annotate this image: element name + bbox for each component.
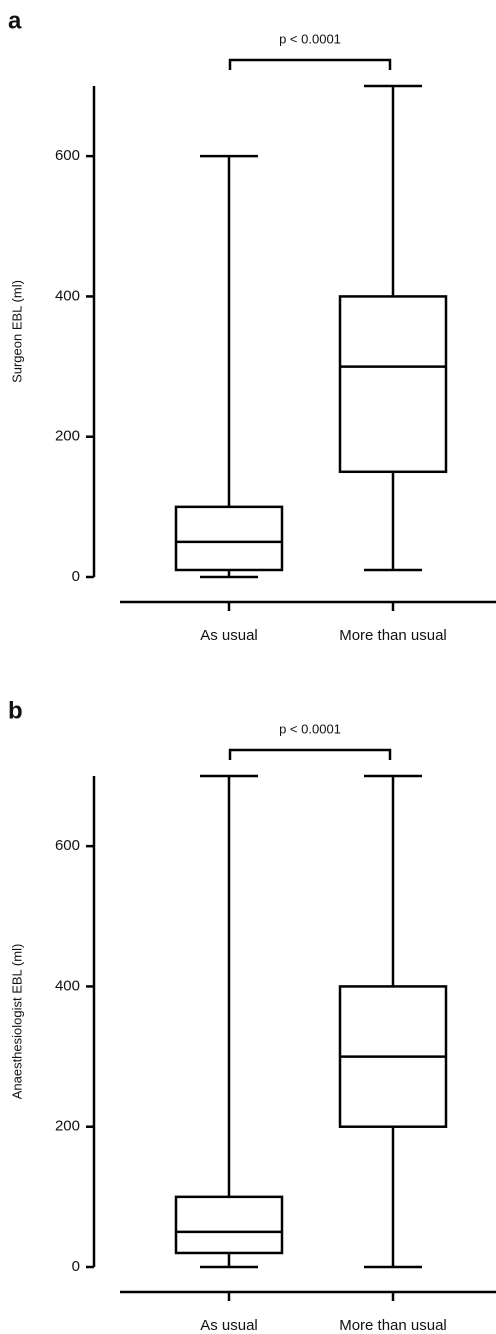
x-tick-label: More than usual [339, 627, 447, 644]
x-tick-label: More than usual [339, 1317, 447, 1334]
annotation: p < 0.0001 [279, 31, 341, 46]
x-tick-label: As usual [200, 1317, 258, 1334]
y-axis-label: Surgeon EBL (ml) [9, 280, 24, 383]
significance-bracket [228, 748, 392, 760]
y-tick-label: 400 [55, 977, 80, 994]
box [338, 295, 448, 474]
y-tick-label: 400 [55, 287, 80, 304]
y-tick-label: 200 [55, 428, 80, 445]
y-tick-label: 200 [55, 1118, 80, 1135]
box [174, 1195, 284, 1255]
y-tick-label: 600 [55, 147, 80, 164]
x-tick-label: As usual [200, 627, 258, 644]
y-tick-label: 600 [55, 837, 80, 854]
y-tick-label: 0 [72, 568, 80, 585]
significance-bracket [228, 58, 392, 70]
annotation: p < 0.0001 [279, 721, 341, 736]
panel-label: a [8, 7, 22, 34]
y-tick-label: 0 [72, 1258, 80, 1275]
box [174, 505, 284, 572]
y-axis-label: Anaesthesiologist EBL (ml) [9, 944, 24, 1100]
panel-label: b [8, 697, 23, 724]
